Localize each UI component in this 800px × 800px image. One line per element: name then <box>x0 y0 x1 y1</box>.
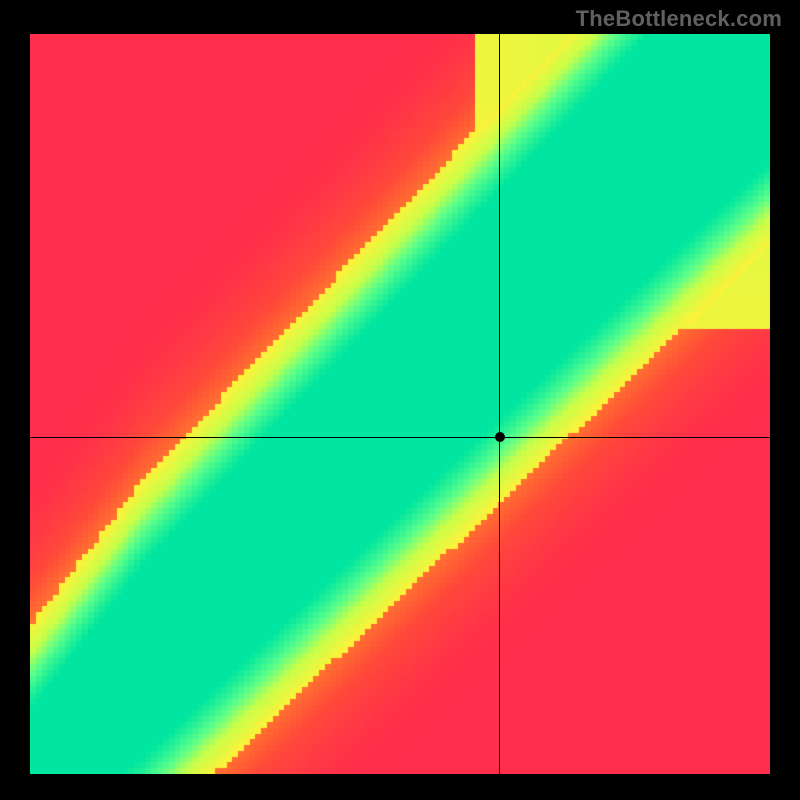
heatmap-canvas <box>30 34 770 774</box>
heatmap-plot <box>30 34 770 774</box>
crosshair-vertical <box>499 34 500 774</box>
watermark-text: TheBottleneck.com <box>576 6 782 32</box>
crosshair-horizontal <box>30 437 770 438</box>
chart-frame: TheBottleneck.com <box>0 0 800 800</box>
marker-dot <box>495 432 505 442</box>
